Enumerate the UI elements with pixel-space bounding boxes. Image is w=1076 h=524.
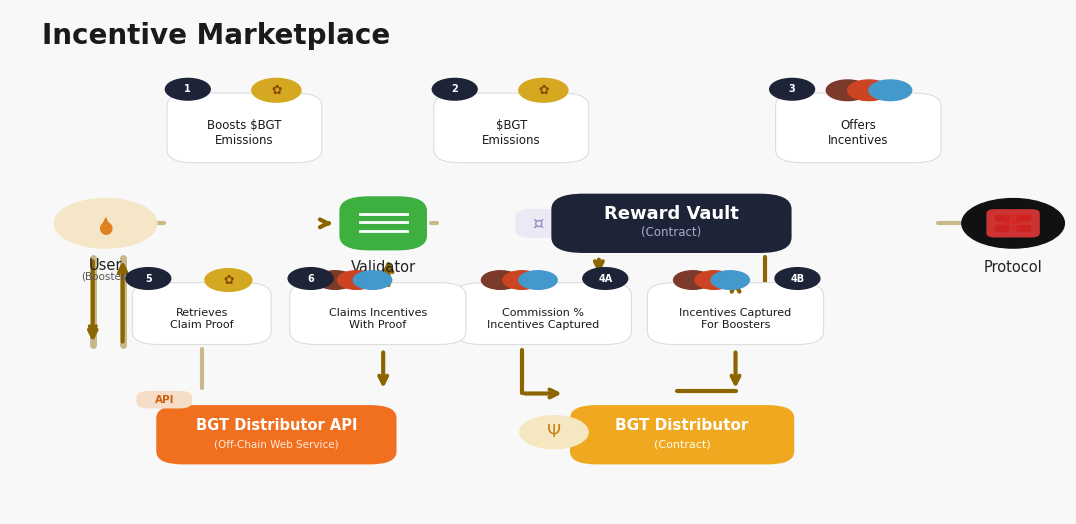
Text: Incentives Captured
For Boosters: Incentives Captured For Boosters (679, 308, 792, 330)
Circle shape (769, 79, 815, 100)
Circle shape (674, 271, 712, 289)
FancyBboxPatch shape (1017, 225, 1031, 232)
Circle shape (869, 80, 911, 101)
Text: (Off-Chain Web Service): (Off-Chain Web Service) (214, 439, 339, 449)
Text: ✿: ✿ (271, 84, 282, 97)
Circle shape (481, 271, 520, 289)
FancyBboxPatch shape (339, 196, 427, 250)
FancyBboxPatch shape (995, 214, 1010, 222)
FancyBboxPatch shape (987, 209, 1039, 237)
Text: (Contract): (Contract) (654, 439, 710, 449)
Text: (Booster): (Booster) (82, 271, 130, 281)
Circle shape (826, 80, 869, 101)
Text: Validator: Validator (351, 260, 415, 275)
Circle shape (519, 271, 557, 289)
Text: Protocol: Protocol (983, 260, 1043, 275)
FancyBboxPatch shape (776, 93, 942, 163)
Text: ▲: ▲ (101, 214, 111, 227)
FancyBboxPatch shape (986, 209, 1040, 238)
Circle shape (519, 79, 568, 102)
Text: 6: 6 (308, 274, 314, 283)
Text: 3: 3 (789, 84, 795, 94)
FancyBboxPatch shape (515, 209, 561, 238)
Text: ●: ● (98, 219, 113, 237)
Text: API: API (155, 395, 174, 405)
Circle shape (711, 271, 749, 289)
Circle shape (433, 79, 477, 100)
Text: Commission %
Incentives Captured: Commission % Incentives Captured (487, 308, 599, 330)
Text: Retrieves
Claim Proof: Retrieves Claim Proof (170, 308, 233, 330)
Text: Reward Vault: Reward Vault (604, 205, 739, 223)
FancyBboxPatch shape (1017, 214, 1031, 222)
Circle shape (126, 268, 171, 289)
Circle shape (252, 79, 301, 102)
Text: BGT Distributor: BGT Distributor (615, 418, 749, 433)
Text: Ψ: Ψ (547, 423, 561, 441)
Circle shape (204, 269, 252, 291)
Text: ✿: ✿ (538, 84, 549, 97)
FancyBboxPatch shape (570, 405, 794, 464)
Text: ⊞: ⊞ (1004, 213, 1022, 233)
Text: $BGT
Emissions: $BGT Emissions (482, 119, 540, 147)
FancyBboxPatch shape (156, 405, 397, 464)
Text: Offers
Incentives: Offers Incentives (829, 119, 889, 147)
Text: ✿: ✿ (223, 274, 233, 287)
FancyBboxPatch shape (289, 282, 466, 344)
Text: Boosts $BGT
Emissions: Boosts $BGT Emissions (208, 119, 282, 147)
Text: BGT Distributor API: BGT Distributor API (196, 418, 357, 433)
Circle shape (583, 268, 627, 289)
Text: (Contract): (Contract) (641, 226, 702, 239)
Text: ¤: ¤ (533, 214, 543, 232)
FancyBboxPatch shape (132, 282, 271, 344)
Circle shape (695, 271, 734, 289)
Text: 4B: 4B (791, 274, 805, 283)
Circle shape (166, 79, 210, 100)
Circle shape (502, 271, 541, 289)
Circle shape (316, 271, 354, 289)
FancyBboxPatch shape (455, 282, 632, 344)
Text: 5: 5 (145, 274, 152, 283)
Text: Incentive Marketplace: Incentive Marketplace (42, 22, 390, 50)
Circle shape (520, 416, 589, 449)
FancyBboxPatch shape (995, 225, 1010, 232)
FancyBboxPatch shape (648, 282, 823, 344)
Circle shape (962, 199, 1064, 248)
Circle shape (337, 271, 376, 289)
Text: 4A: 4A (598, 274, 612, 283)
Circle shape (55, 199, 157, 248)
Circle shape (288, 268, 332, 289)
Circle shape (353, 271, 392, 289)
Text: Claims Incentives
With Proof: Claims Incentives With Proof (329, 308, 427, 330)
Circle shape (848, 80, 890, 101)
FancyBboxPatch shape (137, 391, 193, 408)
Text: 1: 1 (184, 84, 192, 94)
FancyBboxPatch shape (167, 93, 322, 163)
FancyBboxPatch shape (434, 93, 589, 163)
Circle shape (775, 268, 820, 289)
FancyBboxPatch shape (551, 194, 792, 253)
Text: 2: 2 (451, 84, 458, 94)
Text: User: User (89, 258, 123, 273)
